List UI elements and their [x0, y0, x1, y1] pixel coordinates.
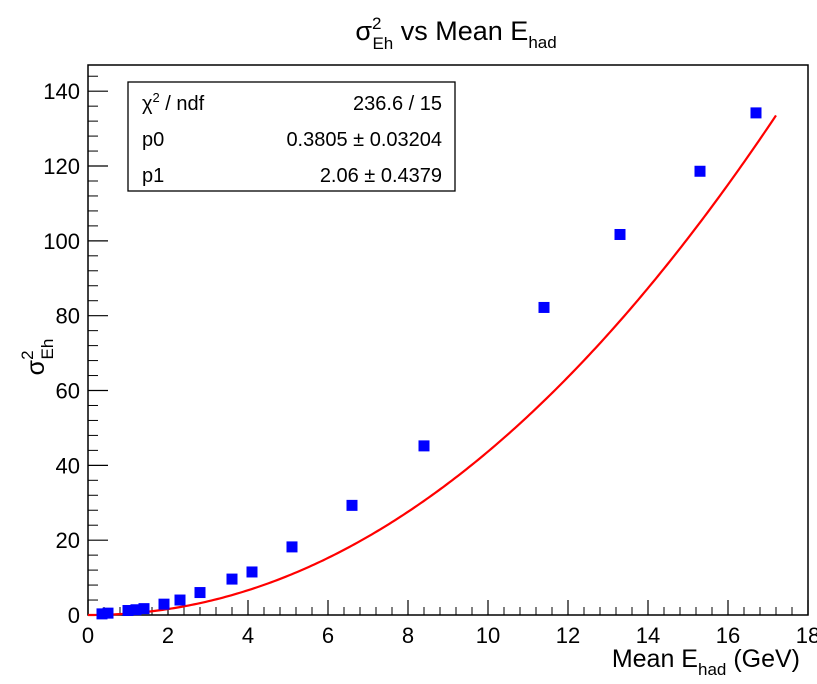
stats-chi2-label: χ2 / ndf: [142, 90, 205, 115]
y-tick-label: 80: [56, 304, 80, 329]
chi-rest: / ndf: [160, 93, 205, 115]
x-tick-label: 6: [322, 623, 334, 648]
data-point: [102, 607, 114, 619]
title-sup: 2: [372, 14, 381, 33]
x-tick-label: 10: [476, 623, 500, 648]
ylabel-sup: 2: [18, 350, 37, 359]
stats-box: χ2 / ndf 236.6 / 15 p0 0.3805 ± 0.03204 …: [127, 81, 456, 192]
y-tick-label: 140: [43, 79, 80, 104]
xlabel-main: Mean E: [612, 645, 698, 673]
xlabel-rest: (GeV): [726, 645, 800, 673]
y-tick-label: 20: [56, 528, 80, 553]
x-tick-label: 0: [82, 623, 94, 648]
x-tick-label: 12: [556, 623, 580, 648]
data-point: [694, 165, 706, 177]
plot-frame: [87, 64, 809, 616]
chart-title: σ2 Eh vs Mean Ehad: [355, 14, 556, 53]
y-tick-label: 40: [56, 453, 80, 478]
axis-ticks: [87, 75, 809, 616]
ylabel-sub: Eh: [38, 339, 57, 360]
stats-chi2-value: 236.6 / 15: [353, 93, 442, 115]
y-axis-title: σ2Eh: [18, 339, 57, 376]
title-rest: vs Mean E: [393, 16, 528, 46]
xlabel-sub: had: [698, 660, 726, 679]
chi-sup: 2: [153, 90, 160, 105]
stats-p1-value: 2.06 ± 0.4379: [320, 165, 442, 187]
data-point: [226, 573, 238, 585]
data-point: [138, 603, 150, 615]
title-sub: Eh: [372, 34, 393, 53]
data-point: [286, 541, 298, 553]
x-tick-label: 4: [242, 623, 254, 648]
data-point: [174, 594, 186, 606]
data-point: [246, 566, 258, 578]
y-tick-labels: 0 20 40 60 80 100 120 140: [43, 79, 80, 628]
data-point: [750, 107, 762, 119]
x-tick-label: 16: [716, 623, 740, 648]
title-sigma: σ: [355, 16, 372, 46]
x-tick-labels: 0 2 4 6 8 10 12 14 16 18: [82, 623, 817, 648]
data-points: [96, 107, 762, 620]
data-point: [130, 604, 142, 616]
x-axis-title: Mean Ehad (GeV): [612, 645, 800, 679]
y-tick-label: 120: [43, 154, 80, 179]
x-tick-label: 18: [796, 623, 817, 648]
data-point: [122, 605, 134, 617]
data-point: [194, 587, 206, 599]
title-sub2: had: [528, 33, 556, 52]
data-point: [346, 499, 358, 511]
y-tick-label: 60: [56, 379, 80, 404]
stats-box-frame: [127, 81, 456, 192]
ylabel-sigma: σ: [22, 359, 50, 375]
stats-p0-label: p0: [142, 129, 164, 151]
fit-curve: [87, 114, 777, 617]
y-tick-label: 0: [68, 603, 80, 628]
x-tick-label: 14: [636, 623, 660, 648]
data-point: [614, 228, 626, 240]
stats-p0-value: 0.3805 ± 0.03204: [286, 129, 442, 151]
y-tick-label: 100: [43, 229, 80, 254]
stats-p1-label: p1: [142, 165, 164, 187]
data-point: [96, 608, 108, 620]
data-point: [158, 598, 170, 610]
chi-symbol: χ: [142, 93, 153, 115]
data-point: [418, 440, 430, 452]
x-tick-label: 8: [402, 623, 414, 648]
data-point: [538, 301, 550, 313]
x-tick-label: 2: [162, 623, 174, 648]
